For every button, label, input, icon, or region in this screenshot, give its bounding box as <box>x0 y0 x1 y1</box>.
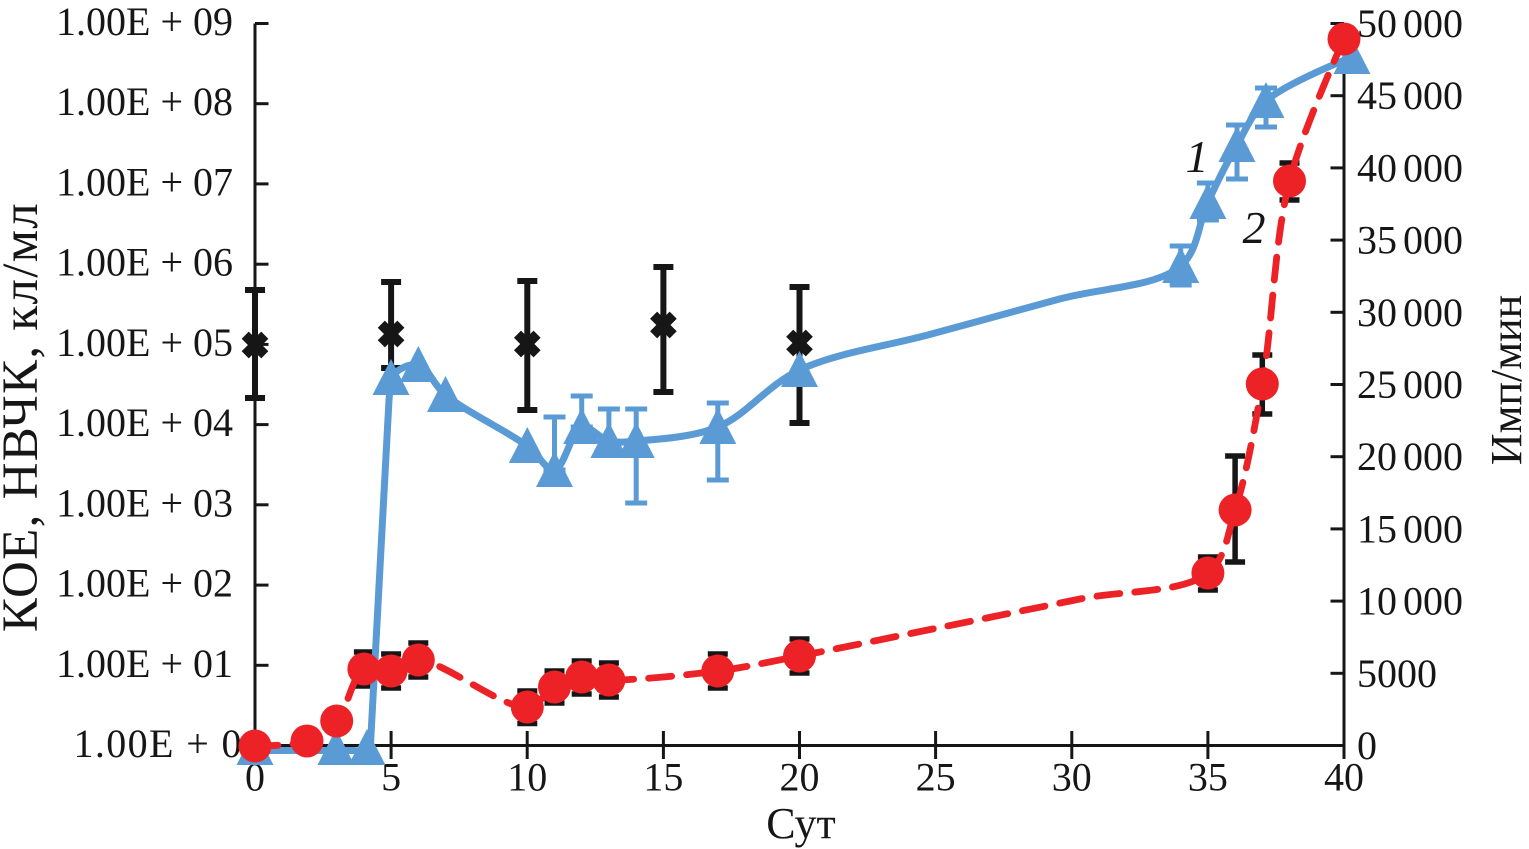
svg-text:35: 35 <box>1357 218 1397 263</box>
svg-text:1.00E + 01: 1.00E + 01 <box>56 641 233 686</box>
svg-text:30: 30 <box>1357 290 1397 335</box>
svg-text:Сут: Сут <box>766 799 835 848</box>
svg-text:000: 000 <box>1403 290 1463 335</box>
svg-text:1.00E + 0: 1.00E + 0 <box>74 721 242 766</box>
svg-text:1.00E + 09: 1.00E + 09 <box>56 0 233 44</box>
svg-text:0: 0 <box>245 755 265 800</box>
svg-text:20: 20 <box>780 755 820 800</box>
svg-text:2: 2 <box>1243 202 1266 253</box>
svg-text:40: 40 <box>1357 145 1397 190</box>
svg-text:1: 1 <box>1186 131 1209 182</box>
svg-text:000: 000 <box>1403 145 1463 190</box>
svg-text:1.00E + 07: 1.00E + 07 <box>56 159 233 204</box>
svg-text:1.00E + 02: 1.00E + 02 <box>56 561 233 606</box>
svg-text:10: 10 <box>1357 579 1397 624</box>
svg-text:50: 50 <box>1357 1 1397 46</box>
svg-text:000: 000 <box>1403 506 1463 551</box>
svg-text:25: 25 <box>916 755 956 800</box>
svg-text:0: 0 <box>1357 723 1377 768</box>
svg-text:1.00E + 03: 1.00E + 03 <box>56 480 233 525</box>
svg-text:35: 35 <box>1188 755 1228 800</box>
svg-text:1.00E + 08: 1.00E + 08 <box>56 79 233 124</box>
svg-text:30: 30 <box>1052 755 1092 800</box>
svg-text:5000: 5000 <box>1357 651 1437 696</box>
svg-text:40: 40 <box>1324 755 1364 800</box>
svg-text:000: 000 <box>1403 579 1463 624</box>
svg-text:000: 000 <box>1403 362 1463 407</box>
svg-text:1.00E + 04: 1.00E + 04 <box>56 400 233 445</box>
svg-text:КОЕ, НВЧК, кл/мл: КОЕ, НВЧК, кл/мл <box>0 202 49 632</box>
svg-text:000: 000 <box>1403 218 1463 263</box>
svg-text:15: 15 <box>1357 506 1397 551</box>
svg-text:000: 000 <box>1403 1 1463 46</box>
svg-text:1.00E + 05: 1.00E + 05 <box>56 320 233 365</box>
svg-text:20: 20 <box>1357 434 1397 479</box>
svg-text:Имп/мин: Имп/мин <box>1482 295 1529 465</box>
svg-text:25: 25 <box>1357 362 1397 407</box>
svg-text:45: 45 <box>1357 73 1397 118</box>
svg-text:15: 15 <box>643 755 683 800</box>
svg-text:000: 000 <box>1403 73 1463 118</box>
svg-text:1.00E + 06: 1.00E + 06 <box>56 240 233 285</box>
svg-text:10: 10 <box>507 755 547 800</box>
svg-text:000: 000 <box>1403 434 1463 479</box>
svg-text:5: 5 <box>381 755 401 800</box>
